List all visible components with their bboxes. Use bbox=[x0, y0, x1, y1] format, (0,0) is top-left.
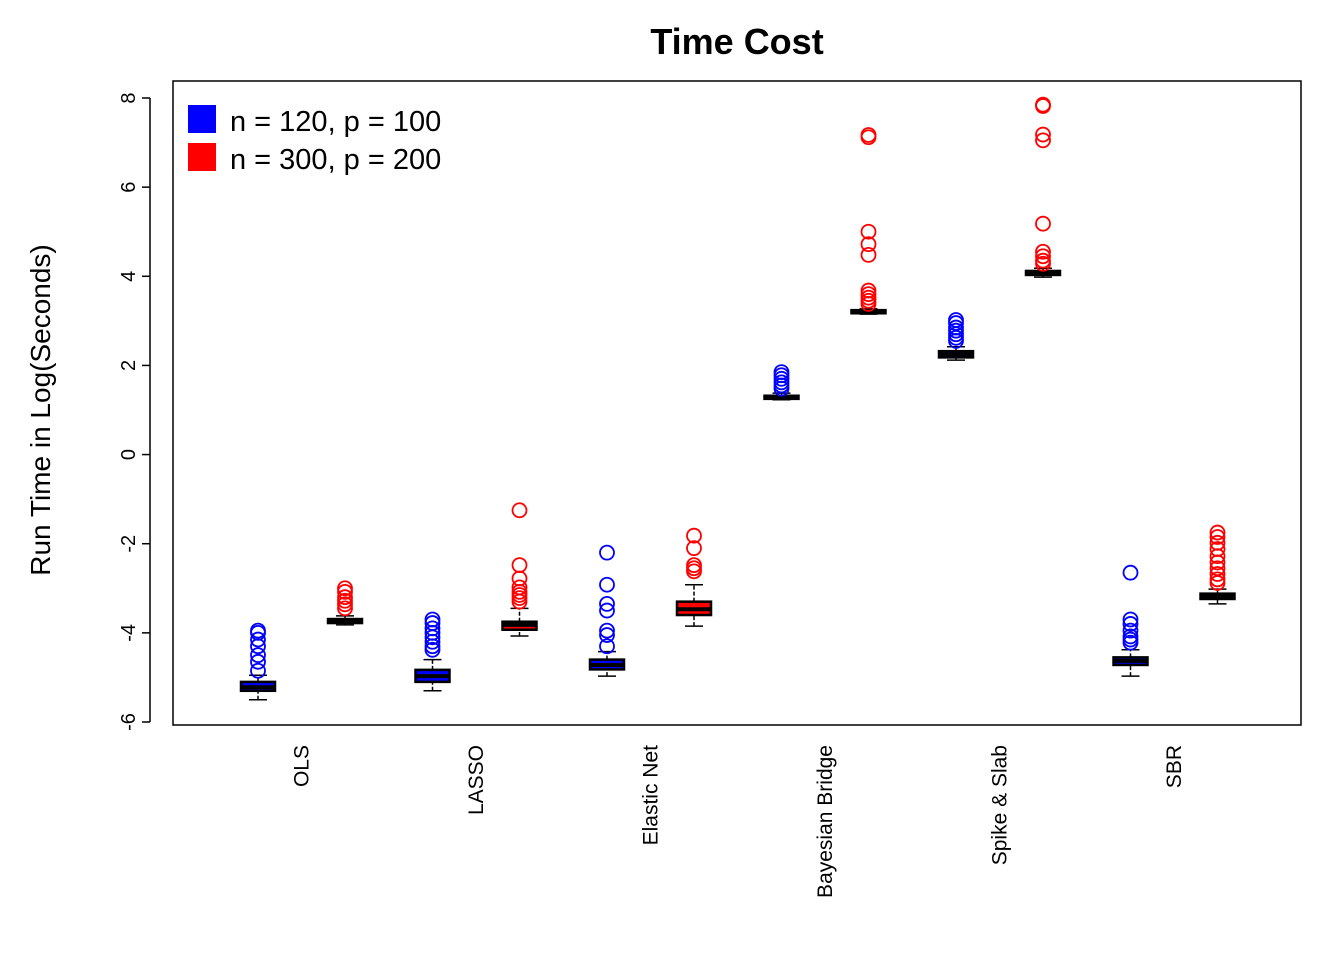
y-tick-label: 8 bbox=[118, 92, 140, 103]
outlier-point bbox=[1035, 132, 1051, 149]
y-tick-label: -4 bbox=[118, 624, 140, 642]
boxplot-2-1 bbox=[326, 580, 364, 626]
x-category-label: OLS bbox=[291, 745, 314, 787]
outlier-point bbox=[860, 282, 877, 299]
outlier-point bbox=[599, 544, 615, 561]
plot-area: -6 -4 -2 0 2 4 6 8 OLS LASSO Elastic Net Bayesian B… bbox=[118, 80, 1302, 898]
boxplot-1-3 bbox=[588, 544, 626, 677]
outlier-point bbox=[337, 583, 353, 600]
outlier-point bbox=[948, 312, 964, 328]
outlier-point bbox=[1035, 252, 1051, 269]
x-category-label: Elastic Net bbox=[640, 745, 663, 846]
boxplot-2-3 bbox=[675, 527, 713, 627]
outlier-point bbox=[1209, 554, 1226, 571]
outlier-point bbox=[686, 527, 702, 544]
outlier-point bbox=[686, 560, 702, 577]
outlier-point bbox=[1035, 243, 1051, 260]
outlier-point bbox=[1209, 575, 1226, 591]
legend-label-series-2: n = 300, p = 200 bbox=[230, 144, 441, 176]
outlier-point bbox=[511, 557, 528, 574]
outlier-point bbox=[860, 223, 877, 240]
x-category-label: Spike & Slab bbox=[989, 745, 1012, 865]
y-tick-label: -2 bbox=[118, 535, 140, 553]
outlier-point bbox=[599, 622, 615, 639]
legend-label-series-1: n = 120, p = 100 bbox=[230, 106, 441, 138]
outlier-point bbox=[250, 653, 266, 670]
outlier-point bbox=[250, 662, 266, 679]
outlier-point bbox=[511, 502, 528, 519]
boxplot-2-5 bbox=[1024, 96, 1062, 278]
outlier-point bbox=[686, 540, 702, 557]
outlier-point bbox=[250, 638, 266, 655]
boxplot-2-6 bbox=[1199, 524, 1236, 605]
chart-title: Time Cost bbox=[650, 21, 823, 62]
outlier-point bbox=[424, 633, 441, 650]
outlier-point bbox=[599, 602, 615, 619]
outlier-point bbox=[250, 631, 266, 648]
y-tick-label: -6 bbox=[118, 713, 140, 731]
boxplot-1-1 bbox=[239, 622, 277, 701]
outlier-point bbox=[948, 319, 964, 336]
outlier-point bbox=[1122, 631, 1139, 648]
outlier-point bbox=[1122, 622, 1139, 639]
outlier-point bbox=[1035, 215, 1051, 232]
outlier-point bbox=[424, 629, 441, 646]
outlier-point bbox=[337, 600, 353, 617]
outlier-point bbox=[860, 127, 877, 143]
outlier-point bbox=[1209, 566, 1226, 582]
y-tick-label: 6 bbox=[118, 182, 140, 193]
plot-frame bbox=[172, 80, 1302, 726]
boxplot-1-4 bbox=[763, 364, 800, 401]
x-category-label: Bayesian Bridge bbox=[814, 745, 837, 898]
boxplot-1-2 bbox=[414, 611, 451, 692]
x-category-label: SBR bbox=[1163, 745, 1186, 788]
outlier-point bbox=[1209, 529, 1226, 545]
legend-swatch-series-2 bbox=[188, 143, 216, 171]
outlier-point bbox=[1209, 524, 1226, 541]
outlier-point bbox=[860, 246, 877, 263]
outlier-point bbox=[599, 595, 615, 612]
y-tick-label: 0 bbox=[118, 449, 140, 460]
legend-swatch-series-1 bbox=[188, 105, 216, 133]
x-category-label: LASSO bbox=[465, 745, 488, 815]
outlier-point bbox=[1035, 96, 1051, 113]
outlier-point bbox=[773, 364, 790, 381]
boxplot-2-2 bbox=[501, 502, 538, 637]
outlier-point bbox=[1122, 611, 1139, 628]
boxplot-1-5 bbox=[937, 312, 975, 361]
outlier-point bbox=[860, 236, 877, 253]
outlier-point bbox=[599, 576, 615, 593]
outlier-point bbox=[337, 596, 353, 613]
boxplot-2-4 bbox=[850, 127, 887, 315]
outlier-point bbox=[1035, 126, 1051, 143]
outlier-point bbox=[599, 627, 615, 643]
outlier-point bbox=[1209, 548, 1226, 565]
outlier-point bbox=[250, 647, 266, 664]
outlier-point bbox=[1122, 564, 1139, 581]
outlier-point bbox=[1035, 248, 1051, 265]
y-tick-label: 4 bbox=[118, 271, 140, 282]
y-tick-label: 2 bbox=[118, 360, 140, 371]
legend: n = 120, p = 100 n = 300, p = 200 bbox=[188, 105, 441, 176]
boxplot-1-6 bbox=[1112, 564, 1149, 677]
outlier-point bbox=[424, 641, 441, 658]
outlier-point bbox=[1122, 616, 1139, 632]
outlier-point bbox=[1122, 634, 1139, 651]
outlier-point bbox=[686, 563, 702, 580]
outlier-point bbox=[511, 593, 528, 610]
outlier-point bbox=[599, 638, 615, 655]
y-axis-label: Run Time in Log(Seconds) bbox=[25, 244, 56, 576]
